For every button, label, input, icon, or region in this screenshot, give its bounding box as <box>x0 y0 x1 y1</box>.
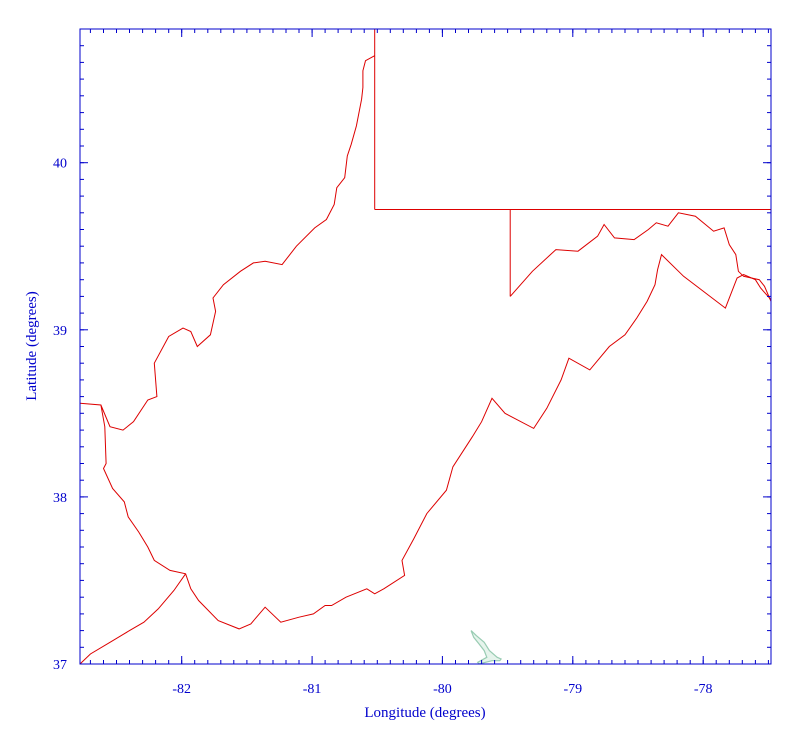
x-tick-labels: -82 -81 -80 -79 -78 <box>172 682 712 697</box>
minor-ticks <box>80 28 771 665</box>
x-tick-label: -78 <box>694 682 713 697</box>
plot-frame <box>79 28 772 665</box>
y-tick-label: 37 <box>53 658 67 673</box>
x-tick-label: -81 <box>303 682 322 697</box>
boundary-wv-eastern-panhandle-north <box>509 212 772 302</box>
x-axis-label: Longitude (degrees) <box>364 705 485 721</box>
y-tick-labels: 37 38 39 40 <box>53 157 67 673</box>
y-tick-label: 40 <box>53 157 67 172</box>
y-tick-label: 39 <box>53 324 67 339</box>
x-tick-label: -79 <box>563 682 582 697</box>
x-tick-label: -80 <box>433 682 452 697</box>
boundary-kentucky-virginia-line <box>79 573 187 665</box>
y-axis-label: Latitude (degrees) <box>24 291 40 401</box>
boundary-wv-outline <box>79 55 772 630</box>
lakes <box>470 630 503 665</box>
major-ticks <box>80 29 771 665</box>
y-tick-label: 38 <box>53 491 67 506</box>
lake-polygon <box>470 630 503 665</box>
state-boundaries <box>79 29 772 665</box>
x-tick-label: -82 <box>172 682 191 697</box>
